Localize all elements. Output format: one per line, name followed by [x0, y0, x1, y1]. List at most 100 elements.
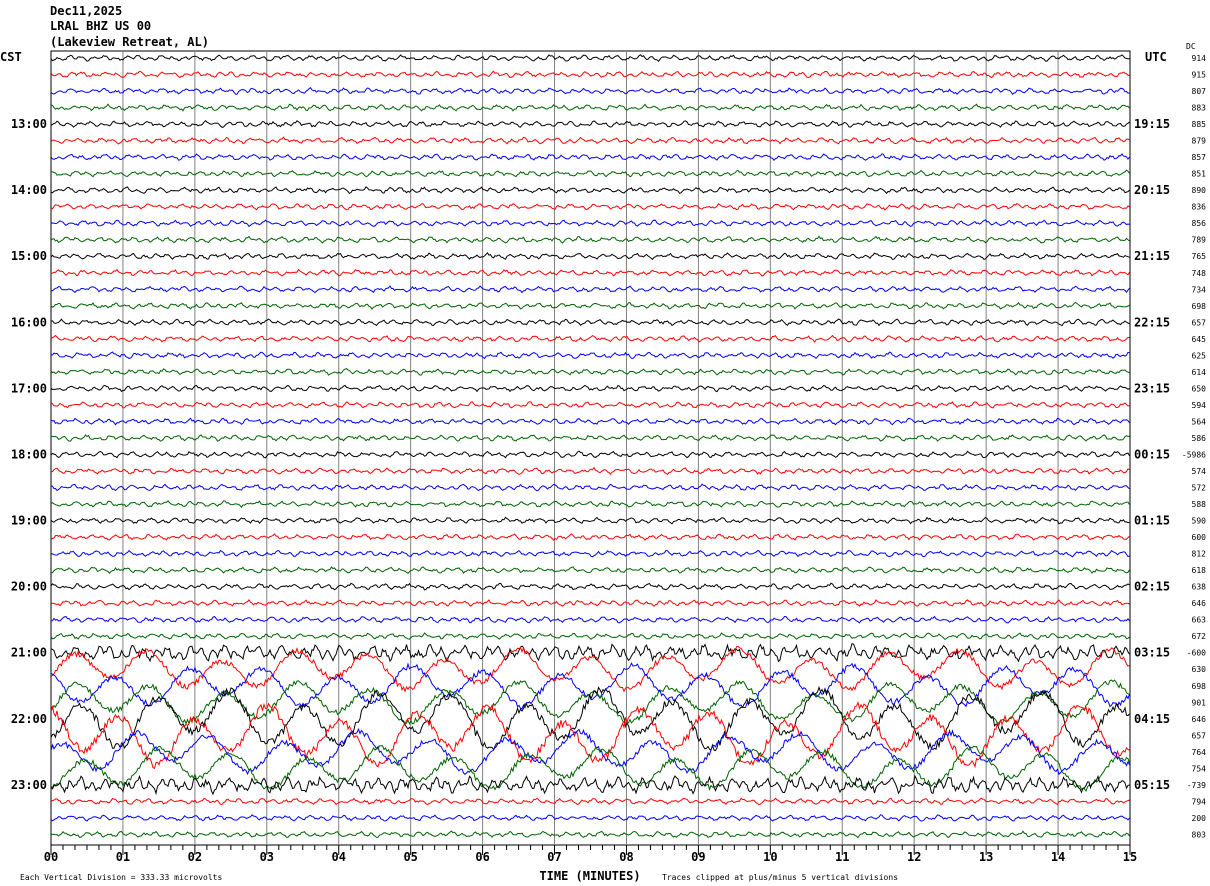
dc-offset-value: 794 — [1192, 797, 1207, 806]
seismic-trace — [50, 645, 1130, 693]
seismic-trace — [50, 169, 1130, 178]
x-tick-label: 15 — [1123, 850, 1137, 864]
seismic-trace — [50, 384, 1130, 393]
seismic-trace — [50, 701, 1130, 770]
seismic-trace — [50, 417, 1130, 426]
dc-offset-value: 657 — [1192, 731, 1207, 740]
dc-offset-value: 754 — [1192, 764, 1207, 773]
x-tick-label: 12 — [907, 850, 921, 864]
dc-offset-value: 625 — [1192, 351, 1207, 360]
x-tick-label: 06 — [475, 850, 489, 864]
x-tick-label: 07 — [547, 850, 561, 864]
dc-offset-value: 807 — [1192, 87, 1207, 96]
left-hour-label: 19:00 — [11, 514, 47, 528]
x-axis-title: TIME (MINUTES) — [539, 869, 640, 883]
dc-offset-value: 600 — [1192, 533, 1207, 542]
dc-offset-value: 646 — [1192, 599, 1207, 608]
dc-offset-value: 586 — [1192, 434, 1207, 443]
seismic-trace — [50, 797, 1130, 806]
seismic-trace — [50, 662, 1130, 710]
chart-date: Dec11,2025 — [50, 4, 123, 18]
seismic-trace — [50, 727, 1130, 776]
dc-offset-value: 630 — [1192, 665, 1207, 674]
x-tick-label: 10 — [763, 850, 777, 864]
dc-offset-value: 645 — [1192, 335, 1207, 344]
right-hour-label: 02:15 — [1134, 580, 1170, 594]
left-hour-label: 17:00 — [11, 381, 47, 395]
x-tick-label: 04 — [332, 850, 346, 864]
seismic-trace — [50, 252, 1130, 261]
dc-offset-value: 614 — [1192, 368, 1207, 377]
dc-offset-value: 879 — [1192, 137, 1207, 146]
seismic-trace — [50, 500, 1130, 509]
seismic-trace — [50, 318, 1130, 327]
seismic-trace — [50, 533, 1130, 541]
left-hour-label: 13:00 — [11, 117, 47, 131]
seismic-trace — [50, 814, 1130, 822]
seismic-trace — [50, 268, 1130, 277]
seismic-trace — [50, 516, 1130, 525]
dc-offset-value: 588 — [1192, 500, 1207, 509]
dc-offset-value: 646 — [1192, 715, 1207, 724]
seismic-trace — [50, 103, 1130, 112]
dc-offset-value: 748 — [1192, 269, 1207, 278]
dc-offset-value: 789 — [1192, 236, 1207, 245]
dc-offset-value: 890 — [1192, 186, 1207, 195]
dc-offset-value: 574 — [1192, 467, 1207, 476]
dc-offset-value: 698 — [1192, 682, 1207, 691]
left-hour-label: 20:00 — [11, 580, 47, 594]
seismic-trace — [50, 235, 1130, 244]
seismic-trace — [50, 549, 1130, 558]
right-hour-label: 00:15 — [1134, 447, 1170, 461]
right-timezone-label: UTC — [1145, 50, 1167, 64]
dc-offset-value: 914 — [1192, 54, 1207, 63]
seismic-trace — [50, 153, 1130, 161]
dc-offset-value: 200 — [1192, 814, 1207, 823]
dc-offset-value: 734 — [1192, 285, 1207, 294]
dc-offset-value: 765 — [1192, 252, 1207, 261]
seismic-trace — [50, 679, 1130, 726]
dc-label: DC — [1186, 42, 1196, 51]
dc-offset-value: 812 — [1192, 550, 1207, 559]
dc-offset-value: 764 — [1192, 748, 1207, 757]
right-hour-label: 21:15 — [1134, 249, 1170, 263]
x-tick-label: 00 — [44, 850, 58, 864]
dc-offset-value: 856 — [1192, 219, 1207, 228]
right-hour-label: 23:15 — [1134, 381, 1170, 395]
right-hour-label: 19:15 — [1134, 117, 1170, 131]
left-hour-label: 23:00 — [11, 778, 47, 792]
left-hour-label: 15:00 — [11, 249, 47, 263]
seismic-trace — [50, 301, 1130, 310]
dc-offset-value: 883 — [1192, 104, 1207, 113]
seismic-trace — [50, 745, 1130, 793]
seismic-trace — [50, 70, 1130, 79]
seismic-trace — [50, 830, 1130, 839]
x-tick-label: 09 — [691, 850, 705, 864]
seismic-trace — [50, 136, 1130, 145]
seismic-trace — [50, 334, 1130, 343]
dc-offset-value: 657 — [1192, 318, 1207, 327]
dc-offset-value: 618 — [1192, 566, 1207, 575]
dc-offset-value: 698 — [1192, 302, 1207, 311]
x-tick-label: 14 — [1051, 850, 1065, 864]
dc-offset-value: 638 — [1192, 583, 1207, 592]
dc-offset-value: 564 — [1192, 417, 1207, 426]
seismic-trace — [50, 219, 1130, 228]
dc-offset-value: -739 — [1187, 781, 1206, 790]
seismic-trace — [50, 434, 1130, 442]
seismic-trace — [50, 285, 1130, 294]
seismic-trace — [50, 615, 1130, 624]
x-tick-label: 02 — [188, 850, 202, 864]
seismic-trace — [50, 54, 1130, 63]
seismic-trace — [50, 643, 1130, 663]
left-hour-label: 18:00 — [11, 447, 47, 461]
left-hour-label: 22:00 — [11, 712, 47, 726]
seismic-trace — [50, 483, 1130, 492]
dc-offset-value: 851 — [1192, 170, 1207, 179]
seismic-trace — [50, 632, 1130, 641]
seismic-trace — [50, 582, 1130, 591]
seismic-trace — [50, 186, 1130, 195]
left-hour-label: 16:00 — [11, 315, 47, 329]
dc-offset-value: -5986 — [1182, 450, 1206, 459]
